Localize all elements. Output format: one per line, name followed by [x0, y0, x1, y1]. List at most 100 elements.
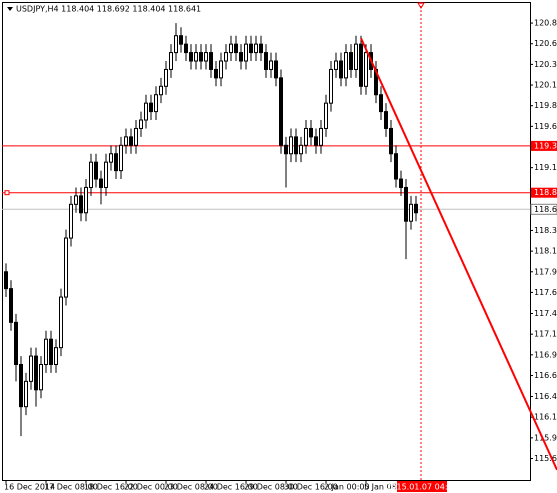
- x-tick-label: 23 Dec 08:00: [164, 483, 218, 492]
- y-tick-label: 119.870: [534, 101, 557, 110]
- trend-line: [360, 37, 557, 471]
- y-tick-label: 119.135: [534, 163, 557, 172]
- x-tick-label: 22 Dec 00:00: [124, 483, 178, 492]
- candle-body: [89, 161, 93, 188]
- y-tick-label: 117.405: [534, 309, 557, 318]
- y-tick-label: 117.900: [534, 267, 557, 276]
- candle-body: [74, 195, 78, 205]
- candle-body: [404, 186, 408, 222]
- candle-body: [14, 321, 18, 366]
- price-label: 119.393: [534, 141, 557, 150]
- candle-body: [294, 136, 298, 155]
- candle-body: [224, 52, 228, 62]
- y-tick-label: 116.175: [534, 413, 557, 422]
- candle-body: [79, 195, 83, 214]
- line-handle: [4, 190, 10, 196]
- candle-body: [379, 94, 383, 113]
- candle-body: [199, 52, 203, 62]
- x-tick-label: 18 Dec 16:00: [84, 483, 138, 492]
- candle-body: [234, 43, 238, 54]
- symbol-menu-icon: [7, 7, 13, 11]
- candle-body: [174, 35, 178, 54]
- candle-body: [184, 43, 188, 54]
- y-tick-label: 117.160: [534, 330, 557, 339]
- candle-body: [209, 52, 213, 70]
- candle-body: [84, 186, 88, 214]
- x-tick-label: 24 Dec 16:00: [204, 483, 258, 492]
- x-tick-label: 30 Dec 16:00: [284, 483, 338, 492]
- candle-body: [189, 52, 193, 62]
- candle-body: [284, 144, 288, 155]
- x-tick-label: 5 Jan 08:00: [364, 483, 410, 492]
- candle-body: [339, 60, 343, 79]
- x-tick-label: 16 Dec 2014: [4, 483, 55, 492]
- candle-body: [54, 347, 58, 366]
- y-tick-label: 120.850: [534, 19, 557, 28]
- current-price-label-bg: [530, 203, 557, 215]
- candle-body: [259, 43, 263, 54]
- candle-body: [394, 153, 398, 180]
- candle-body: [384, 111, 388, 129]
- x-tick-label: 2 Jan 00:00: [324, 483, 370, 492]
- y-tick-label: 116.915: [534, 350, 557, 359]
- candle-body: [414, 203, 418, 214]
- candle-body: [39, 364, 43, 391]
- candle-body: [264, 52, 268, 70]
- candle-body: [94, 161, 98, 180]
- current-price-label: 118.641: [534, 205, 557, 214]
- price-label: 118.838: [534, 188, 557, 197]
- candle-body: [314, 136, 318, 146]
- candle-body: [109, 153, 113, 163]
- candle-body: [244, 43, 248, 62]
- candle-body: [344, 52, 348, 79]
- candle-body: [134, 127, 138, 146]
- candle-body: [4, 271, 8, 290]
- candle-body: [154, 94, 158, 113]
- x-tick-label: 17 Dec 08:00: [44, 483, 98, 492]
- candle-body: [389, 127, 393, 155]
- y-tick-label: 120.360: [534, 60, 557, 69]
- candle-body: [34, 355, 38, 391]
- candle-body: [139, 119, 143, 129]
- candle-body: [289, 136, 293, 155]
- candle-body: [179, 35, 183, 45]
- candle-body: [304, 127, 308, 146]
- candle-body: [319, 127, 323, 146]
- candle-body: [334, 60, 338, 70]
- candle-body: [279, 77, 283, 146]
- candle-body: [49, 338, 53, 366]
- candle-body: [194, 52, 198, 62]
- candle-body: [129, 136, 133, 146]
- candle-body: [299, 144, 303, 155]
- candle-body: [164, 68, 168, 87]
- y-tick-label: 115.685: [534, 454, 557, 463]
- candle-body: [354, 43, 358, 70]
- candle-body: [29, 355, 33, 382]
- candle-body: [59, 296, 63, 349]
- candle-body: [99, 178, 103, 188]
- y-tick-label: 118.390: [534, 226, 557, 235]
- candle-body: [219, 60, 223, 79]
- candle-body: [124, 136, 128, 146]
- cursor-marker: [417, 2, 425, 9]
- y-tick-label: 120.605: [534, 39, 557, 48]
- y-tick-label: 116.670: [534, 371, 557, 380]
- cursor-label-bg: [397, 481, 447, 492]
- price-label-bg: [531, 187, 557, 198]
- y-tick-label: 119.625: [534, 122, 557, 131]
- x-tick-label: 29 Dec 08:00: [244, 483, 298, 492]
- candle-body: [229, 43, 233, 54]
- candle-body: [119, 144, 123, 172]
- candle-body: [254, 43, 258, 54]
- candle-body: [309, 127, 313, 138]
- candle-body: [274, 60, 278, 79]
- candle-body: [204, 52, 208, 62]
- candle-body: [169, 52, 173, 70]
- cursor-label: 2015.01.07 04:00: [386, 483, 457, 492]
- candle-body: [19, 364, 23, 408]
- plot-frame: [2, 2, 531, 481]
- candle-body: [249, 43, 253, 54]
- candle-body: [364, 52, 368, 87]
